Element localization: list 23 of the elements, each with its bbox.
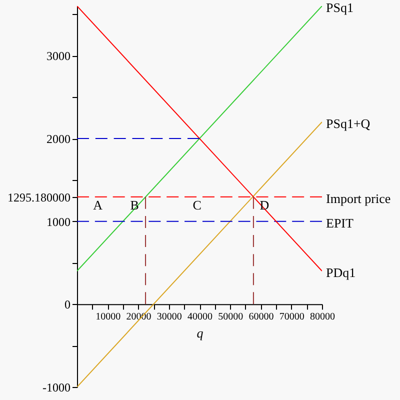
annotation: C	[192, 197, 202, 212]
y-tick-label: 1295.180000	[8, 190, 70, 204]
y-tick-label: 0	[64, 298, 70, 312]
series-label: PSq1	[326, 0, 354, 15]
series-label: Import price	[326, 190, 391, 206]
x-tick-label: 30000	[156, 312, 182, 323]
series-label: PDq1	[326, 265, 356, 280]
annotation: A	[93, 197, 104, 212]
x-axis-title: q	[196, 326, 204, 341]
x-tick-label: 60000	[248, 312, 274, 323]
y-tick-label: 1000	[46, 214, 70, 229]
x-tick-label: 40000	[188, 312, 212, 323]
x-tick-label: 70000	[279, 312, 304, 323]
x-tick-label: 10000	[96, 312, 121, 323]
series-label: EPIT	[326, 215, 354, 230]
annotation: B	[130, 197, 140, 212]
x-tick-label: 80000	[310, 312, 335, 323]
annotation: D	[260, 197, 270, 212]
y-tick-label: 3000	[46, 49, 70, 64]
x-tick-label: 50000	[218, 312, 244, 323]
series-label: PSq1+Q	[326, 116, 371, 131]
y-tick-label: 2000	[46, 132, 70, 146]
y-tick-label: -1000	[42, 380, 70, 394]
